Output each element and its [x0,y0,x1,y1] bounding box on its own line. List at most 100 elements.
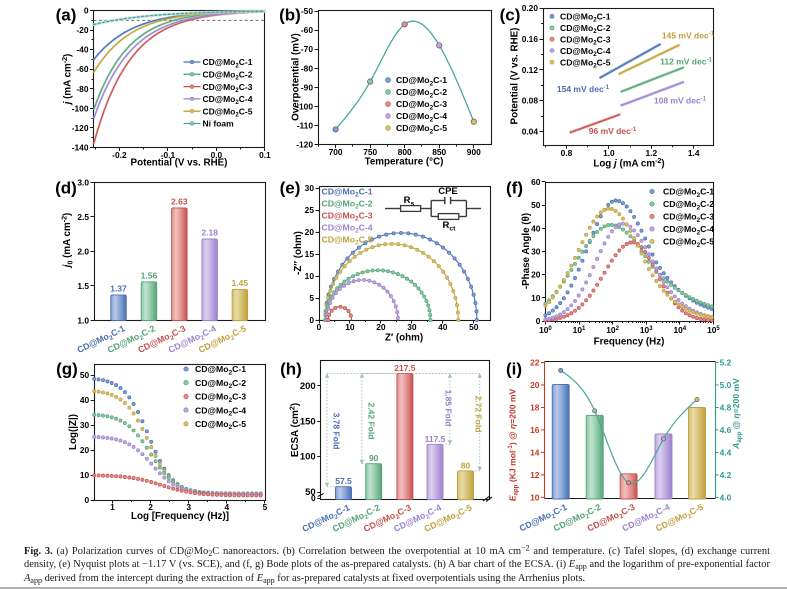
svg-text:0.12: 0.12 [522,65,539,75]
svg-text:25: 25 [305,205,315,215]
svg-text:1.85 Fold: 1.85 Fold [444,390,454,427]
svg-text:CD@Mo2​C-4: CD@Mo2​C-4 [663,224,714,236]
svg-text:108 mV dec-1​: 108 mV dec-1​ [654,95,707,105]
svg-text:CD@Mo2​C-4: CD@Mo2​C-4 [195,405,246,417]
svg-text:4: 4 [224,502,229,512]
svg-text:CD@Mo2​C-5: CD@Mo2​C-5 [663,237,714,249]
svg-text:154 mV dec-1​: 154 mV dec-1​ [557,84,610,94]
svg-text:100​: 100​ [539,325,552,335]
svg-text:0.8: 0.8 [561,148,573,158]
svg-text:20: 20 [530,380,540,390]
svg-text:CD@Mo2​C-3: CD@Mo2​C-3 [396,99,447,111]
svg-text:-0.1: -0.1 [161,150,176,160]
svg-text:150: 150 [300,416,316,427]
svg-text:102​: 102​ [606,325,619,335]
svg-text:50: 50 [80,370,90,380]
svg-text:CD@Mo2​C-5: CD@Mo2​C-5 [195,419,246,431]
svg-text:40: 40 [531,223,541,233]
svg-text:CD@Mo2​C-4: CD@Mo2​C-4 [560,46,611,58]
svg-text:(a): (a) [56,6,77,25]
svg-text:96 mV dec-1​: 96 mV dec-1​ [589,126,637,136]
svg-text:CD@Mo2​C-5: CD@Mo2​C-5 [560,57,611,69]
svg-text:CD@Mo2​C-5: CD@Mo2​C-5 [396,123,447,135]
svg-text:10: 10 [530,492,540,502]
svg-text:104​: 104​ [673,325,686,335]
svg-text:(h): (h) [280,360,302,379]
svg-text:750: 750 [363,147,377,157]
svg-text:18: 18 [530,403,540,413]
svg-text:105​: 105​ [707,325,720,335]
svg-text:10: 10 [345,322,355,332]
svg-text:2.0: 2.0 [77,246,89,256]
svg-text:50: 50 [305,487,316,498]
svg-text:1.2: 1.2 [645,148,657,158]
svg-text:20: 20 [376,322,386,332]
svg-text:-140: -140 [72,143,89,153]
svg-text:-0.2: -0.2 [112,150,127,160]
svg-text:(b): (b) [279,6,301,25]
svg-text:4.0: 4.0 [720,492,732,502]
svg-text:30: 30 [407,322,417,332]
svg-text:-Phase Angle (θ): -Phase Angle (θ) [521,213,532,289]
svg-text:12: 12 [530,470,540,480]
svg-text:57.5: 57.5 [335,476,352,486]
svg-text:Potential (V vs. RHE): Potential (V vs. RHE) [131,158,228,169]
svg-text:Z′ (ohm): Z′ (ohm) [385,333,423,344]
svg-text:Potential (V vs. RHE): Potential (V vs. RHE) [510,28,521,125]
svg-text:850: 850 [432,147,446,157]
svg-text:(f): (f) [506,179,523,198]
svg-text:CD@Mo2​C-3: CD@Mo2​C-3 [203,82,253,94]
svg-text:j (mA cm-2​): j (mA cm-2​) [61,54,74,107]
svg-text:4.2: 4.2 [720,470,732,480]
svg-text:1.37: 1.37 [110,283,127,293]
svg-text:CD@Mo2​C-5: CD@Mo2​C-5 [322,235,373,247]
svg-text:30: 30 [531,247,541,257]
svg-text:0: 0 [317,322,322,332]
svg-text:20: 20 [80,445,90,455]
svg-text:-100: -100 [296,102,313,112]
svg-text:1.4: 1.4 [688,148,700,158]
svg-text:CD@Mo2​C-3: CD@Mo2​C-3 [322,211,373,223]
svg-text:Log [Frequency (Hz)]: Log [Frequency (Hz)] [131,511,229,522]
svg-text:CD@Mo2​C-1: CD@Mo2​C-1 [663,187,714,199]
svg-text:2.5: 2.5 [77,212,89,222]
svg-text:Eapp​ (KJ mol-1​) @ η=200 mV: Eapp​ (KJ mol-1​) @ η=200 mV [507,388,519,501]
svg-text:-100: -100 [72,103,89,113]
svg-text:4.4: 4.4 [720,447,732,457]
svg-text:-20: -20 [76,25,88,35]
svg-text:CD@Mo2​C-4: CD@Mo2​C-4 [203,94,253,106]
svg-text:(c): (c) [500,6,521,25]
svg-text:10: 10 [80,470,90,480]
svg-text:3.78 Fold: 3.78 Fold [332,413,342,450]
svg-text:22: 22 [530,358,540,368]
svg-text:CD@Mo2​C-2: CD@Mo2​C-2 [195,378,246,390]
svg-text:CD@Mo2​C-1: CD@Mo2​C-1 [396,75,447,87]
svg-text:0: 0 [536,316,541,326]
svg-text:CD@Mo2​C-5: CD@Mo2​C-5 [203,106,253,118]
svg-text:800: 800 [398,147,412,157]
svg-text:50: 50 [469,322,479,332]
svg-text:CD@Mo2​C-1: CD@Mo2​C-1 [195,364,246,376]
svg-text:0: 0 [311,493,316,503]
svg-text:5: 5 [263,502,268,512]
svg-text:(i): (i) [506,360,522,379]
svg-text:2: 2 [148,502,153,512]
svg-text:(d): (d) [55,179,77,198]
svg-text:CD@Mo2​C-4: CD@Mo2​C-4 [396,111,447,123]
svg-text:117.5: 117.5 [425,434,446,444]
svg-text:4.8: 4.8 [720,403,732,413]
svg-text:4.6: 4.6 [720,425,732,435]
svg-text:60: 60 [531,177,541,187]
svg-text:2.63: 2.63 [171,196,188,206]
svg-text:CD@Mo2​C-2: CD@Mo2​C-2 [322,199,373,211]
svg-text:0.0: 0.0 [211,150,223,160]
svg-text:5.2: 5.2 [720,358,732,368]
svg-text:0: 0 [84,6,89,16]
svg-text:0.1: 0.1 [259,150,271,160]
svg-text:CD@Mo2​C-3: CD@Mo2​C-3 [195,392,246,404]
svg-text:CD@Mo2​C-1: CD@Mo2​C-1 [203,57,253,69]
svg-text:-120: -120 [72,123,89,133]
svg-text:3: 3 [186,502,191,512]
svg-text:0.08: 0.08 [522,96,539,106]
svg-text:1.0: 1.0 [77,316,89,326]
